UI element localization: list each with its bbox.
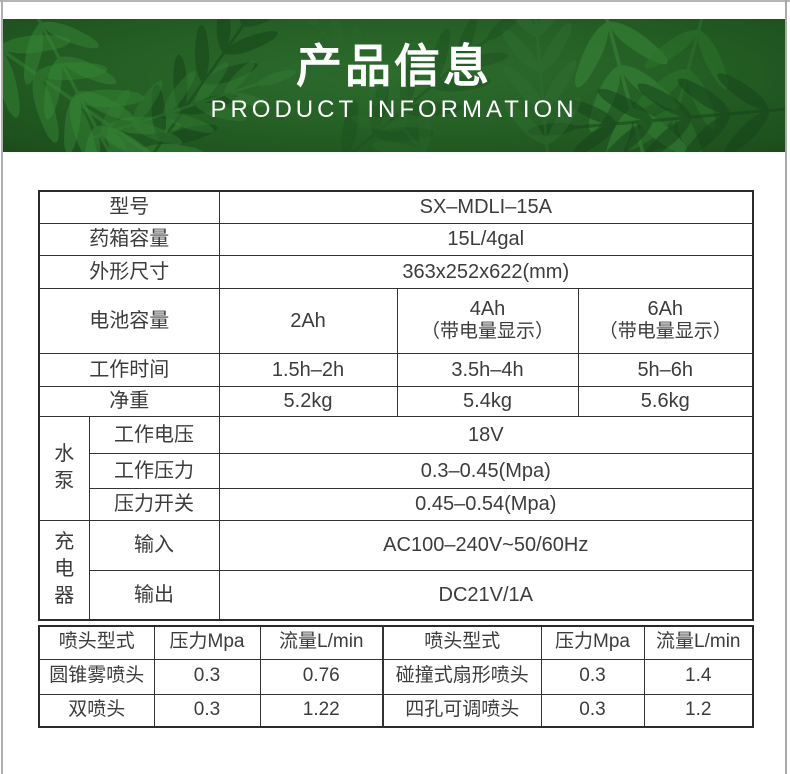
page-title: 产品信息 (296, 40, 492, 92)
battery-option-6ah: 6Ah （带电量显示） (577, 287, 754, 354)
charger-value-output: DC21V/1A (218, 569, 754, 621)
charger-value-input: AC100–240V~50/60Hz (218, 519, 754, 571)
nozzle-pressure-double: 0.3 (153, 693, 261, 728)
worktime-2ah: 1.5h–2h (218, 352, 398, 387)
page-left-border (1, 0, 3, 774)
nozzle-header-type-left: 喷头型式 (38, 625, 155, 660)
spec-value-tank: 15L/4gal (218, 222, 754, 256)
spec-label-model: 型号 (38, 190, 220, 224)
nozzle-header-type-right: 喷头型式 (382, 625, 542, 660)
nozzle-flow-double: 1.22 (259, 693, 384, 728)
nozzle-type-fan: 碰撞式扇形喷头 (382, 658, 542, 695)
weight-2ah: 5.2kg (218, 385, 398, 417)
pump-value-pressure: 0.3–0.45(Mpa) (218, 452, 754, 489)
table-row: 型号 SX–MDLI–15A (38, 190, 754, 224)
charger-label-output: 输出 (88, 569, 220, 621)
pump-value-voltage: 18V (218, 415, 754, 454)
worktime-4ah: 3.5h–4h (396, 352, 579, 387)
charger-group-text: 充电器 (54, 531, 75, 608)
page-subtitle: PRODUCT INFORMATION (210, 96, 578, 124)
table-row: 外形尺寸 363x252x622(mm) (38, 254, 754, 289)
weight-6ah: 5.6kg (577, 385, 754, 417)
battery-option-2ah: 2Ah (218, 287, 398, 354)
battery-note: （带电量显示） (420, 321, 554, 343)
nozzle-type-cone: 圆锥雾喷头 (38, 658, 155, 695)
nozzle-header-pressure-left: 压力Mpa (153, 625, 261, 660)
nozzle-header-flow-right: 流量L/min (643, 625, 754, 660)
nozzle-pressure-fan: 0.3 (540, 658, 645, 695)
nozzle-row-1: 圆锥雾喷头 0.3 0.76 碰撞式扇形喷头 0.3 1.4 (38, 658, 754, 695)
table-row-pump-switch: 压力开关 0.45–0.54(Mpa) (39, 487, 754, 521)
nozzle-type-double: 双喷头 (38, 693, 155, 728)
spec-label-battery: 电池容量 (38, 287, 220, 354)
table-row-charger-input: 充电器 输入 AC100–240V~50/60Hz (38, 519, 754, 621)
nozzle-flow-fourhole: 1.2 (643, 693, 754, 728)
battery-capacity: 4Ah (469, 298, 506, 321)
nozzle-header-pressure-right: 压力Mpa (540, 625, 645, 660)
group-label-charger: 充电器 (38, 519, 90, 621)
pump-label-switch: 压力开关 (88, 487, 220, 521)
spec-label-worktime: 工作时间 (38, 352, 220, 387)
nozzle-header-row: 喷头型式 压力Mpa 流量L/min 喷头型式 压力Mpa 流量L/min (38, 625, 754, 660)
nozzle-flow-cone: 0.76 (259, 658, 384, 695)
pump-label-pressure: 工作压力 (88, 452, 220, 489)
pump-group-text: 水泵 (54, 443, 75, 492)
nozzle-header-flow-left: 流量L/min (259, 625, 384, 660)
table-row-pump-voltage: 水泵 工作电压 18V (38, 415, 754, 521)
battery-option-4ah: 4Ah （带电量显示） (396, 287, 579, 354)
worktime-6ah: 5h–6h (577, 352, 754, 387)
table-row-charger-output: 输出 DC21V/1A (39, 569, 754, 621)
nozzle-pressure-fourhole: 0.3 (540, 693, 645, 728)
banner: 产品信息 PRODUCT INFORMATION (3, 19, 785, 152)
nozzle-table: 喷头型式 压力Mpa 流量L/min 喷头型式 压力Mpa 流量L/min 圆锥… (38, 625, 754, 728)
page-right-border (785, 0, 787, 774)
table-row-battery: 电池容量 2Ah 4Ah （带电量显示） 6Ah （带电量显示） (38, 287, 754, 354)
group-label-pump: 水泵 (38, 415, 90, 521)
pump-value-switch: 0.45–0.54(Mpa) (218, 487, 754, 521)
nozzle-flow-fan: 1.4 (643, 658, 754, 695)
nozzle-pressure-cone: 0.3 (153, 658, 261, 695)
battery-capacity: 2Ah (290, 309, 326, 332)
battery-note: （带电量显示） (598, 321, 732, 343)
spec-label-tank: 药箱容量 (38, 222, 220, 256)
nozzle-row-2: 双喷头 0.3 1.22 四孔可调喷头 0.3 1.2 (38, 693, 754, 728)
page-top-border (0, 0, 790, 2)
charger-label-input: 输入 (88, 519, 220, 571)
weight-4ah: 5.4kg (396, 385, 579, 417)
table-row: 药箱容量 15L/4gal (38, 222, 754, 256)
spec-label-size: 外形尺寸 (38, 254, 220, 289)
table-row-pump-pressure: 工作压力 0.3–0.45(Mpa) (39, 452, 754, 489)
pump-label-voltage: 工作电压 (88, 415, 220, 454)
spec-table: 型号 SX–MDLI–15A 药箱容量 15L/4gal 外形尺寸 363x25… (38, 190, 755, 621)
spec-value-size: 363x252x622(mm) (218, 254, 754, 289)
table-row-worktime: 工作时间 1.5h–2h 3.5h–4h 5h–6h (38, 352, 754, 387)
table-row-weight: 净重 5.2kg 5.4kg 5.6kg (38, 385, 754, 417)
nozzle-type-fourhole: 四孔可调喷头 (382, 693, 542, 728)
spec-label-weight: 净重 (38, 385, 220, 417)
spec-value-model: SX–MDLI–15A (218, 190, 754, 224)
battery-capacity: 6Ah (647, 298, 684, 321)
